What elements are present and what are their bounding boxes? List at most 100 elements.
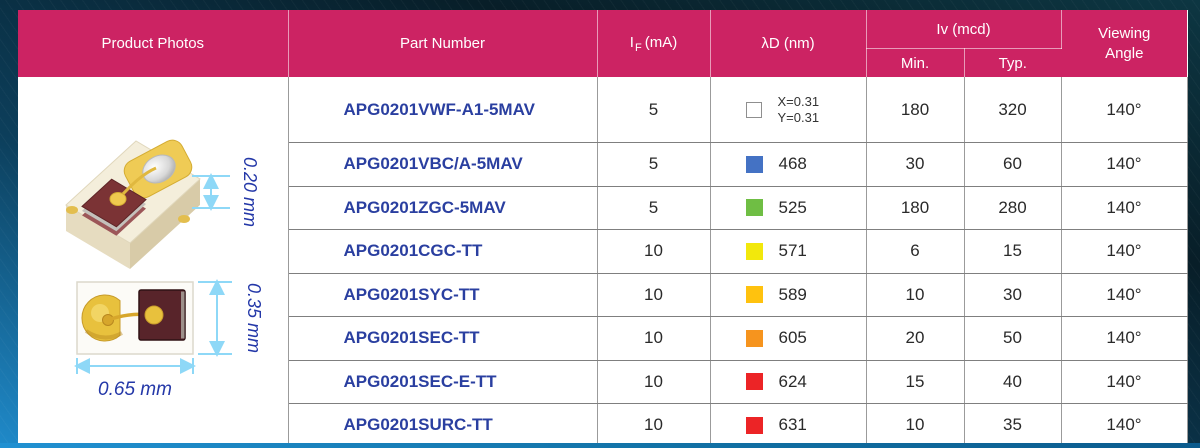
iv-typ: 35 xyxy=(964,403,1062,446)
wavelength-cell: 571 xyxy=(710,229,867,274)
chip-bond-pad xyxy=(144,305,164,325)
dim-depth-label: 0.35 mm xyxy=(244,283,264,353)
iv-typ: 15 xyxy=(964,229,1062,274)
part-number: APG0201CGC-TT xyxy=(288,229,598,274)
table-row: APG0201VBC/A-5MAV 5 468 30 60 140° xyxy=(18,142,1188,187)
color-swatch xyxy=(745,155,763,173)
chromaticity-x: X=0.31 xyxy=(777,93,820,109)
iv-min: 20 xyxy=(866,316,965,361)
viewing-angle: 140° xyxy=(1061,186,1188,231)
wavelength-value: 468 xyxy=(778,154,807,174)
table-row: 0.20 mm xyxy=(18,77,1188,446)
iv-typ: 320 xyxy=(964,77,1062,144)
reflector-cup xyxy=(142,154,176,184)
viewing-angle: 140° xyxy=(1061,142,1188,187)
if-unit: (mA) xyxy=(644,33,678,51)
viewing-angle-line2: Angle xyxy=(1105,44,1144,62)
header-iv-typ: Typ. xyxy=(964,48,1062,77)
wavelength-cell: 631 xyxy=(710,403,867,446)
iv-typ: 30 xyxy=(964,273,1062,318)
part-number: APG0201SEC-TT xyxy=(288,316,598,361)
viewing-angle: 140° xyxy=(1061,229,1188,274)
bond-pad xyxy=(109,192,127,206)
viewing-angle: 140° xyxy=(1061,273,1188,318)
color-swatch xyxy=(745,329,763,347)
iv-typ: 50 xyxy=(964,316,1062,361)
dim-width-label: 0.65 mm xyxy=(98,379,172,400)
iv-min: 180 xyxy=(866,77,965,144)
if-symbol: I xyxy=(629,33,634,51)
iv-typ: 280 xyxy=(964,186,1062,231)
header-luminous-intensity: Iv (mcd) xyxy=(866,10,1062,49)
wavelength-cell: X=0.31 Y=0.31 xyxy=(710,77,867,144)
wavelength-value: 589 xyxy=(778,284,807,304)
wavelength-cell: 605 xyxy=(710,316,867,361)
product-photos-illustration: 0.20 mm xyxy=(65,139,264,400)
iv-min: 15 xyxy=(866,360,965,405)
led-top-photo xyxy=(76,281,194,355)
part-number: APG0201ZGC-5MAV xyxy=(288,186,598,231)
table-row: APG0201SEC-E-TT 10 624 15 40 140° xyxy=(18,360,1188,405)
dim-depth-annotation: 0.35 mm xyxy=(198,279,264,357)
color-swatch xyxy=(745,286,763,304)
if-value: 10 xyxy=(597,316,711,361)
iv-min: 30 xyxy=(866,142,965,187)
part-number: APG0201VBC/A-5MAV xyxy=(288,142,598,187)
if-value: 10 xyxy=(597,403,711,446)
table-row: APG0201ZGC-5MAV 5 525 180 280 140° xyxy=(18,186,1188,231)
color-swatch xyxy=(745,242,763,260)
if-value: 5 xyxy=(597,77,711,144)
table-row: APG0201SEC-TT 10 605 20 50 140° xyxy=(18,316,1188,361)
wavelength-value: 525 xyxy=(778,197,807,217)
iv-typ: 60 xyxy=(964,142,1062,187)
part-number: APG0201SURC-TT xyxy=(288,403,598,446)
iv-min: 10 xyxy=(866,403,965,446)
if-value: 10 xyxy=(597,273,711,318)
wavelength-value: 605 xyxy=(778,328,807,348)
led-3d-photo xyxy=(65,139,201,269)
dim-height-annotation: 0.20 mm xyxy=(192,157,260,227)
dim-height-label: 0.20 mm xyxy=(240,157,260,227)
wavelength-cell: 624 xyxy=(710,360,867,405)
iv-min: 10 xyxy=(866,273,965,318)
part-number: APG0201SEC-E-TT xyxy=(288,360,598,405)
iv-typ: 40 xyxy=(964,360,1062,405)
gold-tab xyxy=(66,206,78,214)
bottom-accent-strip xyxy=(0,443,1200,448)
iv-min: 6 xyxy=(866,229,965,274)
header-forward-current: IF (mA) xyxy=(597,10,711,77)
color-swatch xyxy=(745,373,763,391)
color-swatch xyxy=(745,416,763,434)
if-subscript: F xyxy=(634,41,642,54)
wavelength-value: 631 xyxy=(778,415,807,434)
gold-tab xyxy=(178,215,190,223)
chromaticity-y: Y=0.31 xyxy=(777,109,820,125)
header-viewing-angle: Viewing Angle xyxy=(1061,10,1188,77)
wavelength-cell: 525 xyxy=(710,186,867,231)
color-swatch xyxy=(745,199,763,217)
viewing-angle: 140° xyxy=(1061,316,1188,361)
header-part-number: Part Number xyxy=(288,10,598,77)
table-row: APG0201SYC-TT 10 589 10 30 140° xyxy=(18,273,1188,318)
header-dominant-wavelength: λD (nm) xyxy=(710,10,867,77)
wavelength-cell: 468 xyxy=(710,142,867,187)
led-spec-table: Product Photos Part Number IF (mA) λD (nm… xyxy=(18,10,1188,446)
if-value: 5 xyxy=(597,142,711,187)
wavelength-value: 571 xyxy=(778,241,807,261)
iv-min: 180 xyxy=(866,186,965,231)
header-product-photos: Product Photos xyxy=(18,10,289,77)
if-value: 10 xyxy=(597,360,711,405)
viewing-angle-line1: Viewing xyxy=(1098,25,1151,42)
wavelength-cell: 589 xyxy=(710,273,867,318)
wavelength-value: 624 xyxy=(778,371,807,391)
product-photos-cell: 0.20 mm xyxy=(18,77,289,446)
color-swatch xyxy=(745,101,762,118)
part-number: APG0201VWF-A1-5MAV xyxy=(288,77,598,144)
dim-width-annotation: 0.65 mm xyxy=(74,358,196,400)
viewing-angle: 140° xyxy=(1061,360,1188,405)
viewing-angle: 140° xyxy=(1061,77,1188,144)
table-row: APG0201SURC-TT 10 631 10 35 140° xyxy=(18,403,1188,446)
if-value: 10 xyxy=(597,229,711,274)
if-value: 5 xyxy=(597,186,711,231)
viewing-angle: 140° xyxy=(1061,403,1188,446)
